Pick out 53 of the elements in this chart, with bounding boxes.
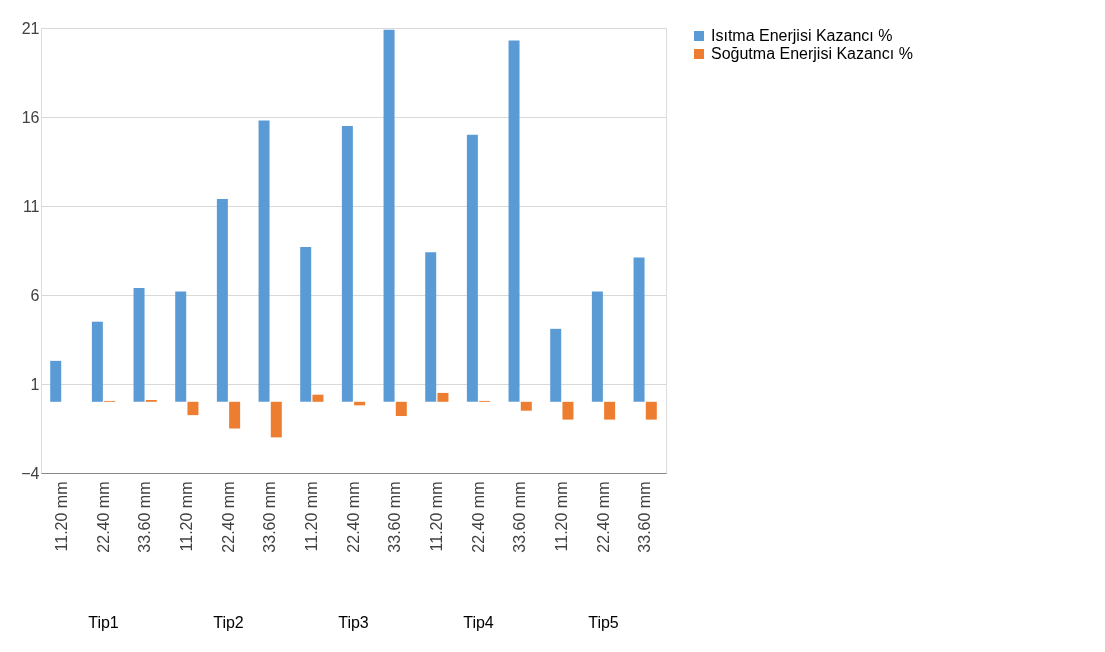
- bar: [645, 401, 657, 420]
- bar: [550, 328, 562, 402]
- x-tick-label: 11.20 mm: [52, 481, 70, 552]
- x-tick-label: 33.60 mm: [386, 481, 404, 553]
- x-tick-label: 11.20 mm: [552, 481, 570, 552]
- x-tick-label: 11.20 mm: [177, 481, 195, 552]
- bar: [604, 401, 616, 420]
- y-tick-label: 21: [21, 19, 40, 37]
- x-tick-label: 33.60 mm: [261, 481, 279, 553]
- y-tick-label: 6: [30, 286, 40, 304]
- x-tick-label: 33.60 mm: [636, 481, 654, 553]
- x-tick-label: 11.20 mm: [427, 481, 445, 552]
- bar: [270, 401, 282, 438]
- bar: [258, 120, 270, 402]
- x-tick-label: 33.60 mm: [511, 481, 529, 553]
- bar: [50, 360, 62, 402]
- bar: [466, 134, 478, 402]
- text: Tip5: [588, 614, 619, 631]
- bar: [425, 252, 437, 402]
- y-tick-label: 16: [21, 108, 40, 126]
- bar: [508, 40, 520, 402]
- bar: [520, 401, 532, 411]
- x-tick-label: 22.40 mm: [94, 481, 112, 553]
- bar: [341, 125, 353, 402]
- y-tick-label: −4: [21, 464, 40, 482]
- bar: [591, 291, 603, 402]
- text: Tip3: [338, 614, 369, 631]
- bar: [229, 401, 241, 429]
- x-tick-label: 22.40 mm: [344, 481, 362, 553]
- bar: [437, 392, 449, 402]
- bar: [133, 287, 145, 402]
- x-tick-label: 22.40 mm: [469, 481, 487, 553]
- x-tick-label: 22.40 mm: [594, 481, 612, 553]
- y-tick-label: 1: [30, 375, 40, 393]
- text: Tip4: [463, 614, 494, 631]
- bar: [216, 198, 228, 402]
- bar: [383, 29, 395, 402]
- legend-label: Soğutma Enerjisi Kazancı %: [711, 45, 913, 62]
- text: Tip1: [88, 614, 119, 631]
- bar: [562, 401, 574, 420]
- bar: [187, 401, 199, 416]
- bar: [175, 291, 187, 402]
- bar: [312, 394, 324, 402]
- text: Tip2: [213, 614, 244, 631]
- bar: [395, 401, 407, 417]
- bar: [300, 246, 312, 402]
- x-tick-label: 22.40 mm: [219, 481, 237, 553]
- bar: [633, 257, 645, 402]
- legend-label: Isıtma Enerjisi Kazancı %: [711, 27, 893, 44]
- y-tick-label: 11: [22, 197, 40, 215]
- bar: [91, 321, 103, 402]
- x-tick-label: 33.60 mm: [136, 481, 154, 553]
- x-tick-label: 11.20 mm: [302, 481, 320, 552]
